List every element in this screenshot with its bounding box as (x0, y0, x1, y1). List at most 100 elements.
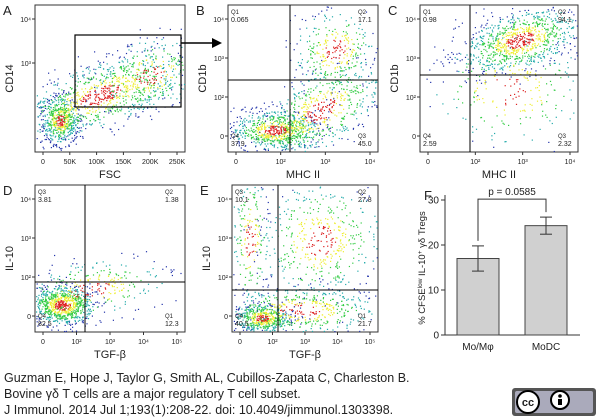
dot (333, 56, 335, 58)
dot (278, 140, 280, 142)
dot (65, 303, 67, 306)
dot (74, 323, 77, 325)
dot (76, 293, 78, 295)
dot (296, 133, 298, 135)
dot (146, 81, 148, 83)
dot (520, 123, 522, 125)
dot (294, 119, 297, 121)
dot (97, 60, 99, 62)
dot (65, 104, 67, 106)
dot (549, 60, 551, 62)
dot (321, 10, 323, 12)
dot (324, 118, 326, 121)
dot (501, 47, 503, 49)
dot (70, 105, 72, 107)
dot (46, 122, 48, 124)
dot (367, 115, 369, 117)
dot (362, 69, 364, 71)
dot (340, 112, 342, 114)
dot (537, 39, 539, 41)
dot (339, 61, 341, 63)
dot (83, 77, 85, 79)
dot (299, 136, 301, 138)
dot (153, 76, 155, 78)
dot (89, 91, 91, 93)
dot (66, 101, 68, 103)
quadrant-value: 94.1 (558, 17, 572, 24)
dot (373, 91, 375, 94)
dot (122, 75, 124, 77)
dot (62, 98, 64, 100)
dot (71, 132, 73, 134)
dot (142, 111, 144, 113)
dot (54, 299, 56, 301)
dot (512, 41, 514, 43)
dot (503, 58, 505, 60)
dot (316, 99, 318, 101)
dot (269, 130, 271, 132)
dot (95, 100, 97, 102)
dot (473, 96, 475, 99)
dot (318, 130, 320, 132)
dot (349, 98, 351, 100)
dot (55, 298, 57, 300)
dot (72, 326, 74, 328)
dot (528, 54, 530, 56)
dot (339, 14, 341, 16)
dot (49, 141, 52, 143)
dot (513, 49, 515, 51)
dot (99, 66, 102, 68)
dot (491, 24, 493, 26)
dot (494, 59, 496, 61)
dot (506, 16, 508, 18)
dot (80, 127, 82, 129)
dot (551, 31, 553, 33)
dot (501, 50, 503, 52)
dot (99, 98, 101, 100)
x-tick-label: 10² (276, 159, 287, 166)
dot (333, 98, 335, 100)
dot (97, 103, 99, 105)
dot (307, 114, 309, 116)
dot (475, 45, 477, 47)
dot (313, 113, 315, 116)
dot (69, 87, 71, 89)
dot (539, 37, 541, 39)
dot (70, 122, 72, 124)
dot (62, 310, 64, 312)
dot (443, 49, 445, 51)
dot (477, 95, 479, 97)
dot (571, 21, 573, 23)
dot (58, 126, 61, 128)
dot (530, 35, 532, 37)
dot (497, 48, 499, 50)
dot (333, 87, 335, 89)
dot (110, 102, 112, 104)
dot (106, 76, 108, 78)
dot (78, 120, 80, 122)
dot (481, 29, 483, 32)
dot (527, 27, 529, 29)
dot (80, 312, 82, 314)
dot (42, 318, 45, 320)
dot (491, 135, 493, 137)
dot (341, 61, 343, 63)
dot (111, 131, 113, 133)
dot (44, 126, 46, 128)
dot (142, 71, 144, 73)
dot (323, 109, 325, 112)
dot (325, 117, 327, 119)
dot (63, 312, 65, 314)
dot (75, 103, 77, 105)
dot (248, 129, 250, 131)
dot (54, 301, 56, 303)
dot (80, 99, 82, 102)
dot (541, 12, 543, 14)
dot (326, 34, 328, 36)
dot (477, 56, 480, 58)
dot (329, 127, 332, 129)
dot (452, 36, 454, 38)
dot (360, 76, 363, 78)
dot (268, 131, 270, 133)
dot (71, 116, 73, 118)
